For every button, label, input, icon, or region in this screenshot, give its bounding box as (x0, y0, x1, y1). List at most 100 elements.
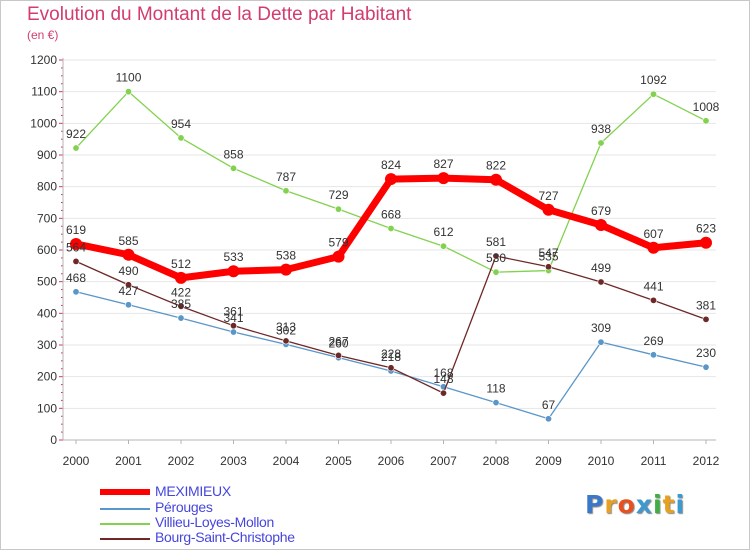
x-tick-label: 2009 (535, 454, 562, 468)
data-label-villieu-loyes-mollon: 1092 (640, 73, 667, 87)
data-point-villieu-loyes-mollon (334, 205, 342, 213)
data-point-villieu-loyes-mollon (177, 134, 185, 142)
logo-letter: P (585, 490, 605, 519)
data-point-villieu-loyes-mollon (597, 139, 605, 147)
data-label-perouges: 427 (118, 284, 138, 298)
data-label-bourg-saint-christophe: 441 (643, 279, 663, 293)
data-label-perouges: 341 (223, 311, 243, 325)
x-tick-label: 2001 (115, 454, 142, 468)
data-point-villieu-loyes-mollon (649, 90, 657, 98)
data-label-meximieux: 727 (538, 189, 558, 203)
data-point-meximieux (385, 173, 397, 186)
data-point-meximieux (542, 203, 555, 216)
y-tick-label: 1000 (30, 116, 57, 130)
data-point-perouges (72, 288, 80, 296)
data-label-perouges: 302 (276, 323, 296, 337)
data-label-villieu-loyes-mollon: 954 (171, 117, 191, 131)
data-label-meximieux: 822 (486, 159, 506, 173)
data-point-bourg-saint-christophe (387, 364, 395, 372)
data-point-bourg-saint-christophe (230, 322, 238, 330)
data-label-meximieux: 827 (433, 157, 453, 171)
data-point-bourg-saint-christophe (177, 302, 185, 310)
data-label-bourg-saint-christophe: 490 (118, 264, 138, 278)
x-tick-label: 2006 (378, 454, 405, 468)
data-point-meximieux (647, 241, 660, 254)
x-tick-label: 2012 (693, 454, 720, 468)
data-label-meximieux: 585 (118, 234, 138, 248)
data-point-bourg-saint-christophe (649, 296, 657, 304)
data-point-perouges (702, 363, 710, 371)
data-label-bourg-saint-christophe: 381 (696, 298, 716, 312)
data-label-layer: 468 427 385 341 302 260 218 168 118 67 309 269 230 92… (66, 71, 720, 412)
data-label-perouges: 118 (486, 382, 505, 396)
x-tick-label: 2002 (168, 454, 195, 468)
data-label-perouges: 260 (328, 337, 348, 351)
legend-swatch-bourg-saint-christophe (100, 538, 150, 540)
y-tick-label: 1100 (31, 85, 57, 99)
data-label-perouges: 269 (643, 334, 663, 348)
x-tick-label: 2003 (220, 454, 247, 468)
y-tick-label: 500 (37, 275, 57, 289)
data-label-villieu-loyes-mollon: 858 (223, 147, 243, 161)
data-label-perouges: 309 (591, 321, 611, 335)
x-tick-label: 2010 (588, 454, 615, 468)
logo-letter: o (617, 490, 636, 519)
y-tick-label: 400 (37, 306, 57, 320)
data-point-bourg-saint-christophe (597, 278, 605, 286)
data-label-perouges: 385 (171, 297, 191, 311)
data-label-villieu-loyes-mollon: 612 (433, 225, 453, 239)
y-tick-label: 900 (37, 148, 57, 162)
data-point-meximieux (700, 236, 712, 249)
legend-swatch-meximieux (100, 489, 150, 495)
data-label-bourg-saint-christophe: 499 (591, 261, 611, 275)
series-layer (70, 88, 712, 423)
data-point-villieu-loyes-mollon (492, 268, 500, 276)
data-point-bourg-saint-christophe (439, 389, 447, 397)
data-label-bourg-saint-christophe: 564 (66, 240, 86, 254)
data-label-meximieux: 533 (223, 250, 243, 264)
data-point-perouges (125, 301, 133, 309)
data-point-meximieux (227, 265, 240, 278)
data-label-villieu-loyes-mollon: 530 (486, 251, 506, 265)
y-tick-label: 300 (37, 338, 57, 352)
x-tick-label: 2008 (483, 454, 510, 468)
chart-unit-label: (en €) (27, 28, 59, 42)
data-label-bourg-saint-christophe: 361 (223, 305, 243, 319)
chart-title: Evolution du Montant de la Dette par Hab… (27, 4, 412, 25)
data-point-meximieux (175, 271, 187, 284)
y-tick-label: 0 (50, 433, 57, 447)
data-point-perouges (649, 351, 657, 359)
data-point-perouges (492, 399, 500, 407)
logo-letter: r (604, 490, 618, 519)
data-label-villieu-loyes-mollon: 938 (591, 122, 611, 136)
legend-label-meximieux: MEXIMIEUX (155, 483, 231, 499)
data-label-bourg-saint-christophe: 148 (433, 372, 453, 386)
data-point-meximieux (490, 173, 502, 186)
data-point-villieu-loyes-mollon (439, 242, 447, 250)
y-tick-label: 200 (37, 370, 57, 384)
axis-layer: 0 100 200 300 400 500 600 700 800 900 1000 1100 1200… (30, 53, 719, 468)
x-tick-label: 2005 (325, 454, 352, 468)
data-label-meximieux: 619 (66, 223, 86, 237)
data-point-perouges (544, 415, 552, 423)
data-label-bourg-saint-christophe: 547 (538, 246, 558, 260)
y-tick-label: 800 (37, 180, 57, 194)
y-tick-label: 700 (37, 211, 57, 225)
legend-swatch-perouges (100, 508, 150, 510)
data-label-villieu-loyes-mollon: 787 (276, 170, 296, 184)
logo-letter: i (653, 490, 663, 519)
data-label-villieu-loyes-mollon: 1100 (116, 71, 142, 85)
data-label-villieu-loyes-mollon: 1008 (693, 100, 720, 114)
data-point-meximieux (595, 218, 607, 231)
data-label-bourg-saint-christophe: 422 (171, 285, 191, 299)
x-tick-label: 2011 (641, 454, 667, 468)
proxiti-logo: Proxiti (585, 490, 685, 519)
data-point-perouges (177, 314, 185, 322)
data-point-meximieux (437, 172, 450, 185)
data-label-perouges: 230 (696, 346, 716, 360)
y-tick-label: 600 (37, 243, 57, 257)
logo-letter: t (662, 490, 676, 519)
grid-layer (63, 59, 716, 441)
data-point-meximieux (332, 250, 345, 263)
